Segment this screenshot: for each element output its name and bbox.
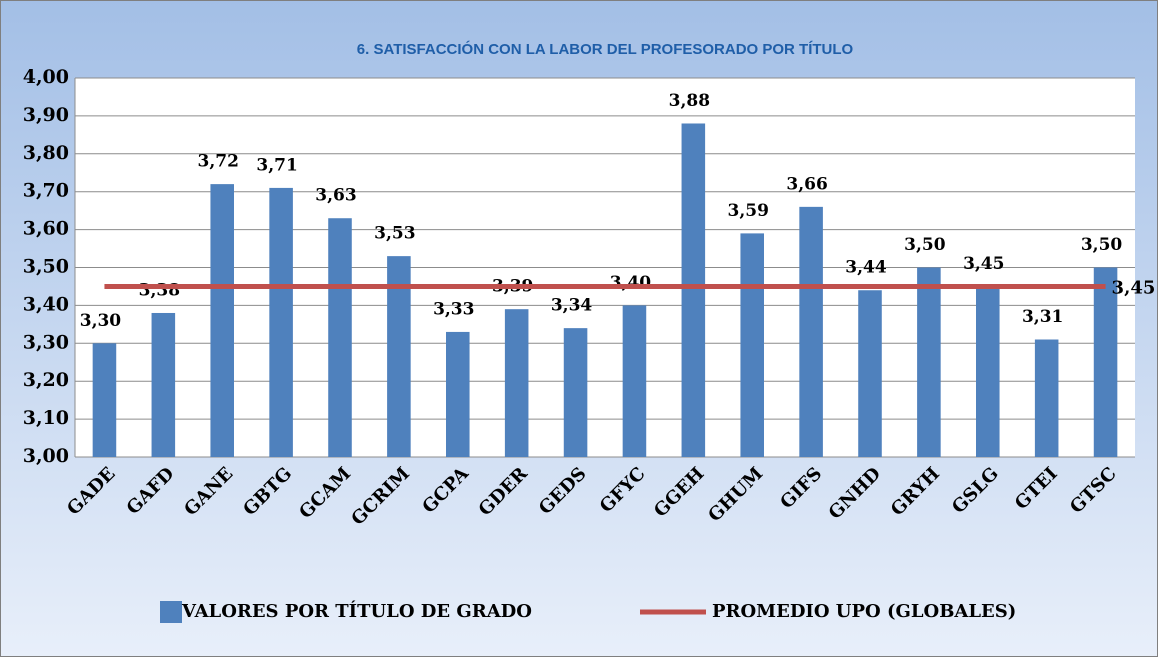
bar [446, 331, 470, 457]
y-tick-label: 3,90 [23, 104, 69, 126]
data-label: 3,33 [433, 299, 474, 319]
y-tick-label: 3,60 [23, 218, 69, 240]
data-label: 3,40 [610, 273, 652, 293]
data-label: 3,45 [1112, 277, 1156, 298]
y-tick-label: 3,70 [23, 180, 69, 202]
bar [799, 206, 823, 457]
bar [92, 343, 117, 457]
bar [563, 328, 588, 457]
legend-swatch [160, 601, 182, 623]
data-label: 3,30 [80, 311, 122, 331]
bar [917, 267, 941, 457]
data-label: 3,44 [845, 258, 887, 278]
data-label: 3,72 [198, 152, 239, 172]
y-tick-label: 3,80 [23, 142, 69, 164]
y-tick-label: 3,10 [23, 407, 69, 429]
chart-title: 6. SATISFACCIÓN CON LA LABOR DEL PROFESO… [357, 40, 854, 58]
data-label: 3,45 [963, 254, 1004, 274]
bar [504, 309, 529, 457]
data-label: 3,88 [669, 91, 710, 111]
data-label: 3,31 [1022, 307, 1063, 327]
bar [387, 256, 411, 457]
bar [151, 312, 176, 457]
data-label: 3,50 [904, 235, 946, 255]
data-label: 3,38 [139, 280, 180, 300]
data-label: 3,71 [256, 155, 297, 175]
y-tick-label: 3,50 [23, 256, 69, 278]
bar [210, 184, 234, 457]
y-tick-label: 3,20 [23, 369, 69, 391]
bar [681, 123, 706, 457]
y-tick-label: 3,00 [23, 445, 69, 467]
data-label: 3,63 [315, 186, 356, 206]
bar [1034, 339, 1059, 457]
y-tick-label: 3,30 [23, 331, 69, 353]
data-label: 3,66 [786, 174, 827, 194]
legend-label: PROMEDIO UPO (GLOBALES) [712, 601, 1016, 622]
bar [976, 286, 1000, 457]
data-label: 3,34 [551, 296, 593, 316]
bar [740, 233, 764, 457]
bar [622, 305, 647, 457]
bar [328, 218, 352, 457]
y-tick-label: 3,40 [23, 293, 69, 315]
data-label: 3,53 [374, 224, 415, 244]
data-label: 3,50 [1081, 235, 1123, 255]
legend-label: VALORES POR TÍTULO DE GRADO [181, 599, 532, 622]
data-label: 3,59 [728, 201, 769, 221]
bar [1093, 267, 1118, 457]
y-tick-label: 4,00 [23, 66, 69, 88]
bar [858, 290, 882, 457]
bar [269, 187, 293, 457]
